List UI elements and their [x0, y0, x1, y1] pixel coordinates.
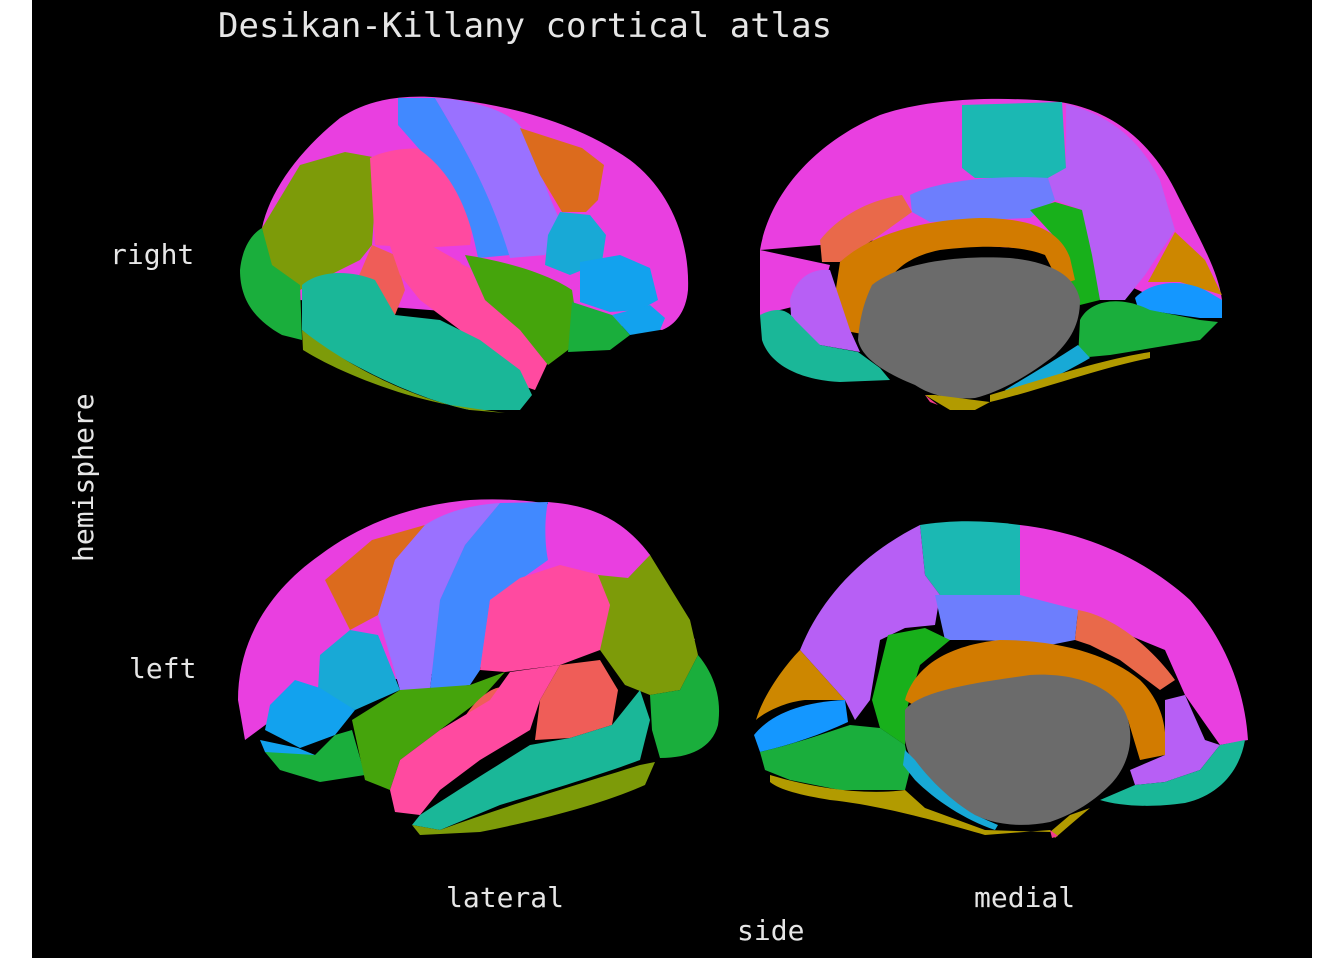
region-paracentral-lat-l [548, 502, 650, 578]
region-pars-opercularis-l [480, 565, 610, 672]
region-caudal-middle-frontal [435, 98, 560, 258]
region-cingulate-l [905, 640, 1166, 760]
region-posterior-cingulate [910, 177, 1055, 222]
region-entorhinal [925, 395, 938, 405]
region-medial-orbitofrontal [790, 269, 860, 352]
region-superior-temporal [302, 273, 532, 410]
region-rostral-middle-frontal [520, 128, 604, 212]
region-entorhinal-l [1050, 830, 1058, 838]
region-lateral-orbitofrontal [580, 255, 658, 312]
region-precentral-l [430, 502, 548, 690]
region-cuneus [1148, 232, 1222, 295]
right-medial-brain [760, 98, 1222, 410]
region-pericalcarine-l [754, 700, 848, 752]
region-rostral-anterior-cingulate-l [1100, 740, 1245, 806]
region-lateral-orbitofrontal-l [265, 680, 355, 748]
region-fusiform-l [770, 775, 1090, 838]
row-label-right: right [110, 238, 195, 271]
region-frontal-pole-l [318, 630, 400, 710]
region-rostral-anterior-cingulate [760, 310, 890, 382]
column-label-lateral: lateral [446, 881, 565, 914]
brain-atlas-figure [238, 96, 1248, 838]
region-cuneus-l [756, 650, 845, 720]
region-superior-temporal-l [412, 690, 650, 830]
region-lingual-l [760, 725, 910, 790]
region-caudal-anterior-cingulate [820, 195, 912, 262]
region-pars-triangularis-l [352, 672, 505, 790]
region-medial-orbitofrontal-lat [568, 302, 630, 352]
region-posterior-cingulate-l [935, 595, 1078, 645]
region-parahippocampal [1005, 345, 1090, 395]
region-caudal-middle-frontal-l [378, 503, 500, 690]
plot-panel: Desikan-Killany cortical atlas right lef… [32, 0, 1312, 958]
region-lingual [1078, 301, 1218, 358]
region-supramarginal-2-l [535, 660, 618, 740]
region-parahippocampal-l [903, 750, 998, 830]
left-medial-brain [754, 521, 1248, 838]
region-medial-wall [858, 257, 1080, 399]
figure-title: Desikan-Killany cortical atlas [218, 6, 833, 46]
region-paracentral [962, 102, 1066, 178]
region-supramarginal [262, 152, 378, 290]
region-fusiform [925, 352, 1150, 410]
right-lateral-brain [240, 96, 689, 413]
column-label-medial: medial [974, 881, 1076, 914]
region-supramarginal-l [598, 555, 698, 695]
region-inferior-parietal-l [650, 655, 720, 758]
region-paracentral-l [920, 521, 1020, 595]
region-rostral-middle-frontal-l [325, 525, 425, 630]
region-pericalcarine [1135, 283, 1222, 318]
region-pars-triangularis [465, 255, 578, 365]
region-pars-orbitalis [612, 305, 665, 335]
region-inferior-parietal [240, 228, 302, 340]
region-frontal-pole-area [545, 212, 606, 275]
region-medial-wall-l [905, 674, 1131, 825]
region-precuneus [1048, 104, 1175, 300]
region-precuneus-l [800, 525, 940, 720]
region-medial-orbitofrontal-lat-l [265, 730, 365, 782]
row-label-left: left [129, 652, 197, 685]
region-middle-temporal-l [412, 762, 655, 835]
region-superior-frontal-l [1020, 525, 1248, 745]
x-axis-title: side [737, 914, 805, 947]
region-caudal-anterior-cingulate-l [1075, 610, 1175, 690]
region-postcentral [388, 240, 548, 390]
region-postcentral-l [390, 665, 560, 815]
y-axis-title: hemisphere [67, 393, 100, 562]
region-medial-orbitofrontal-l [1130, 695, 1220, 785]
region-cingulate [835, 218, 1075, 335]
region-bankssts [448, 258, 485, 310]
region-precentral [398, 98, 510, 258]
left-lateral-brain [238, 499, 720, 835]
